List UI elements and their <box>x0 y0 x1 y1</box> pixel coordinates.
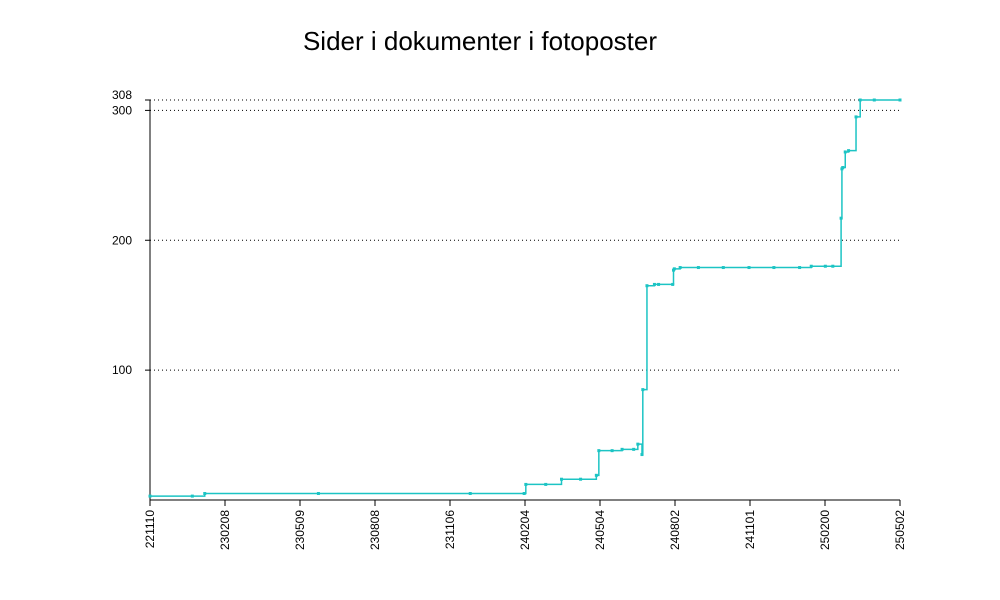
x-tick-label-240204: 240204 <box>518 510 532 550</box>
y-tick-label-300: 300 <box>112 103 132 117</box>
y-tick-label-100: 100 <box>112 363 132 377</box>
data-point <box>594 473 598 477</box>
data-point <box>657 282 661 286</box>
data-point <box>524 482 528 486</box>
y-tick-label-200: 200 <box>112 233 132 247</box>
series-line-0 <box>150 99 900 497</box>
data-point <box>544 482 548 486</box>
data-point <box>858 98 862 102</box>
data-point <box>148 494 152 498</box>
data-point <box>203 492 207 496</box>
data-point <box>809 264 813 268</box>
series-layer <box>148 98 902 498</box>
data-point <box>522 492 526 496</box>
x-tick-label-240504: 240504 <box>593 510 607 550</box>
data-point <box>671 282 675 286</box>
x-axis-ticks: 221110 230208 230509 230808 231106 240204 2405… <box>143 500 907 550</box>
data-point <box>747 266 751 270</box>
data-point <box>560 477 564 481</box>
data-point <box>641 388 645 392</box>
x-tick-label-221110: 221110 <box>143 510 157 549</box>
x-tick-label-231106: 231106 <box>443 510 457 549</box>
data-point <box>620 447 624 451</box>
x-tick-label-230509: 230509 <box>293 510 307 550</box>
data-point <box>772 266 776 270</box>
data-point <box>823 264 827 268</box>
data-point <box>854 115 858 119</box>
data-point <box>672 267 676 271</box>
axes <box>149 100 900 501</box>
data-point <box>898 98 902 102</box>
data-point <box>839 216 843 220</box>
data-point <box>645 284 649 288</box>
chart-title: Sider i dokumenter i fotoposter <box>303 26 657 56</box>
y-tick-label-308: 308 <box>112 88 132 102</box>
data-point <box>632 447 636 451</box>
data-point <box>640 453 644 457</box>
data-point <box>831 264 835 268</box>
grid-lines <box>150 99 900 371</box>
data-point <box>798 266 802 270</box>
data-point <box>597 449 601 453</box>
data-point <box>190 494 194 498</box>
x-tick-label-230208: 230208 <box>218 510 232 550</box>
x-tick-label-240802: 240802 <box>668 510 682 550</box>
data-point <box>678 266 682 270</box>
data-point <box>468 492 472 496</box>
data-point <box>579 477 583 481</box>
data-point <box>872 98 876 102</box>
x-tick-label-241101: 241101 <box>743 510 757 549</box>
x-tick-label-250502: 250502 <box>893 510 907 550</box>
x-tick-label-230808: 230808 <box>368 510 382 550</box>
data-point <box>721 266 725 270</box>
data-point <box>636 442 640 446</box>
x-tick-label-250200: 250200 <box>818 510 832 550</box>
data-point <box>847 149 851 153</box>
data-point <box>652 282 656 286</box>
data-point <box>841 166 845 170</box>
data-point <box>843 150 847 154</box>
data-point <box>610 449 614 453</box>
data-point <box>696 266 700 270</box>
data-point <box>316 492 320 496</box>
